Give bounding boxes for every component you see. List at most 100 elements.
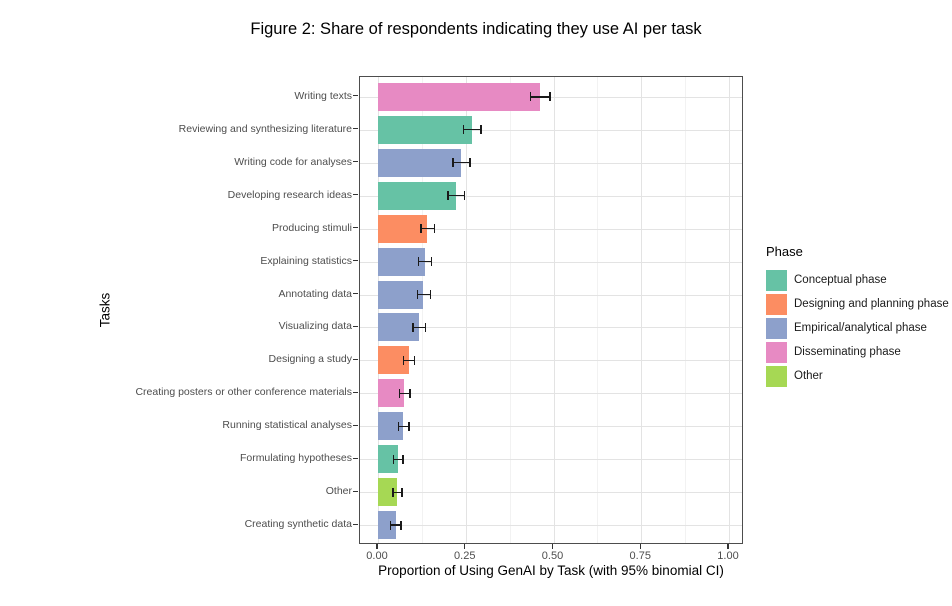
error-bar-cap-low (392, 454, 395, 464)
y-label-other: Other (325, 485, 352, 498)
error-bar-writing-texts (529, 92, 551, 102)
error-bar-creating-posters-or-other-conference-materials (398, 388, 411, 398)
bar-creating-synthetic-data (378, 511, 396, 540)
x-tick-0.25 (464, 544, 466, 549)
y-tick-creating-synthetic-data (353, 523, 358, 525)
error-bar-cap-low (402, 355, 405, 365)
plot-panel (359, 76, 743, 544)
gridline-row-writing-texts (360, 96, 742, 98)
error-bar-cap-low (462, 125, 465, 135)
y-label-reviewing-and-synthesizing-literature: Reviewing and synthesizing literature (178, 122, 352, 135)
bar-reviewing-and-synthesizing-literature (378, 115, 472, 144)
y-tick-creating-posters-or-other-conference-materials (353, 391, 358, 393)
error-bar-cap-low (417, 257, 420, 267)
error-bar-cap-high (409, 388, 411, 398)
error-bar-annotating-data (416, 290, 431, 300)
error-bar-cap-high (413, 355, 416, 365)
error-bar-line (529, 96, 551, 98)
x-label-0.00: 0.00 (366, 550, 388, 562)
error-bar-cap-low (447, 191, 449, 201)
error-bar-line (392, 458, 404, 461)
y-label-producing-stimuli: Producing stimuli (272, 221, 352, 234)
error-bar-cap-high (429, 290, 431, 300)
y-tick-writing-code-for-analyses (353, 161, 358, 163)
y-label-creating-synthetic-data: Creating synthetic data (244, 518, 352, 531)
error-bar-cap-high (469, 158, 471, 168)
legend-swatch-designing-and-planning-phase (766, 293, 787, 315)
gridline-row-producing-stimuli (360, 228, 742, 230)
error-bar-developing-research-ideas (447, 191, 466, 201)
error-bar-line (417, 260, 433, 263)
legend-item-conceptual-phase: Conceptual phase (766, 268, 949, 292)
legend-label-conceptual-phase: Conceptual phase (794, 274, 887, 286)
bar-annotating-data (378, 280, 424, 309)
error-bar-cap-high (424, 322, 427, 332)
x-label-0.75: 0.75 (629, 550, 651, 562)
error-bar-line (392, 491, 403, 494)
error-bar-line (397, 425, 410, 428)
error-bar-line (389, 524, 402, 526)
error-bar-cap-high (401, 487, 403, 497)
gridline-major-0 (378, 77, 379, 543)
y-tick-visualizing-data (353, 325, 358, 328)
error-bar-cap-high (463, 191, 466, 201)
y-label-creating-posters-or-other-conference-materials: Creating posters or other conference mat… (135, 386, 352, 399)
gridline-major-1 (729, 77, 730, 543)
x-label-1.00: 1.00 (717, 550, 739, 562)
gridline-row-developing-research-ideas (360, 195, 742, 197)
legend: Phase Conceptual phase Designing and plan… (766, 244, 949, 388)
y-axis-title: Tasks (97, 292, 113, 328)
legend-title: Phase (766, 244, 803, 259)
gridline-minor-0.875 (685, 77, 687, 543)
y-tick-writing-texts (353, 95, 358, 97)
error-bar-line (452, 161, 471, 164)
gridline-major-0.25 (465, 77, 467, 543)
bar-formulating-hypotheses (378, 445, 398, 474)
gridline-major-0.5 (553, 77, 555, 543)
error-bar-cap-low (389, 520, 392, 530)
error-bar-cap-low (420, 224, 422, 234)
x-tick-0.00 (376, 544, 378, 549)
y-label-visualizing-data: Visualizing data (278, 320, 352, 333)
y-label-formulating-hypotheses: Formulating hypotheses (239, 452, 352, 465)
legend-item-disseminating-phase: Disseminating phase (766, 340, 949, 364)
error-bar-visualizing-data (412, 322, 427, 332)
y-label-writing-texts: Writing texts (294, 89, 352, 102)
y-tick-other (353, 490, 358, 492)
gridline-row-running-statistical-analyses (360, 426, 742, 428)
x-tick-1.00 (727, 544, 729, 549)
y-label-running-statistical-analyses: Running statistical analyses (222, 419, 352, 432)
error-bar-cap-high (402, 454, 404, 464)
gridline-row-designing-a-study (360, 360, 742, 362)
gridline-row-visualizing-data (360, 327, 742, 329)
error-bar-cap-high (480, 125, 482, 135)
error-bar-cap-high (433, 224, 436, 234)
legend-label-other: Other (794, 370, 823, 382)
error-bar-explaining-statistics (417, 257, 433, 267)
legend-swatch-disseminating-phase (766, 341, 787, 363)
gridline-minor-0.375 (509, 77, 511, 543)
legend-item-designing-and-planning-phase: Designing and planning phase (766, 292, 949, 316)
gridline-row-other (360, 492, 742, 494)
error-bar-cap-low (416, 290, 419, 300)
legend-swatch-other (766, 365, 787, 387)
error-bar-running-statistical-analyses (397, 421, 410, 431)
error-bar-cap-low (397, 421, 400, 431)
legend-swatch-conceptual-phase (766, 269, 787, 291)
gridline-row-creating-synthetic-data (360, 525, 742, 527)
error-bar-line (416, 293, 431, 296)
x-tick-0.50 (551, 544, 554, 549)
x-tick-0.75 (639, 544, 641, 549)
legend-label-disseminating-phase: Disseminating phase (794, 346, 901, 358)
error-bar-cap-low (529, 92, 532, 102)
gridline-row-explaining-statistics (360, 261, 742, 263)
error-bar-formulating-hypotheses (392, 454, 404, 464)
error-bar-cap-high (430, 257, 433, 267)
error-bar-line (412, 326, 427, 329)
error-bar-line (462, 128, 482, 131)
gridline-row-writing-code-for-analyses (360, 162, 742, 164)
bar-other (378, 478, 398, 507)
error-bar-cap-low (392, 487, 394, 497)
figure-title: Figure 2: Share of respondents indicatin… (250, 20, 702, 38)
